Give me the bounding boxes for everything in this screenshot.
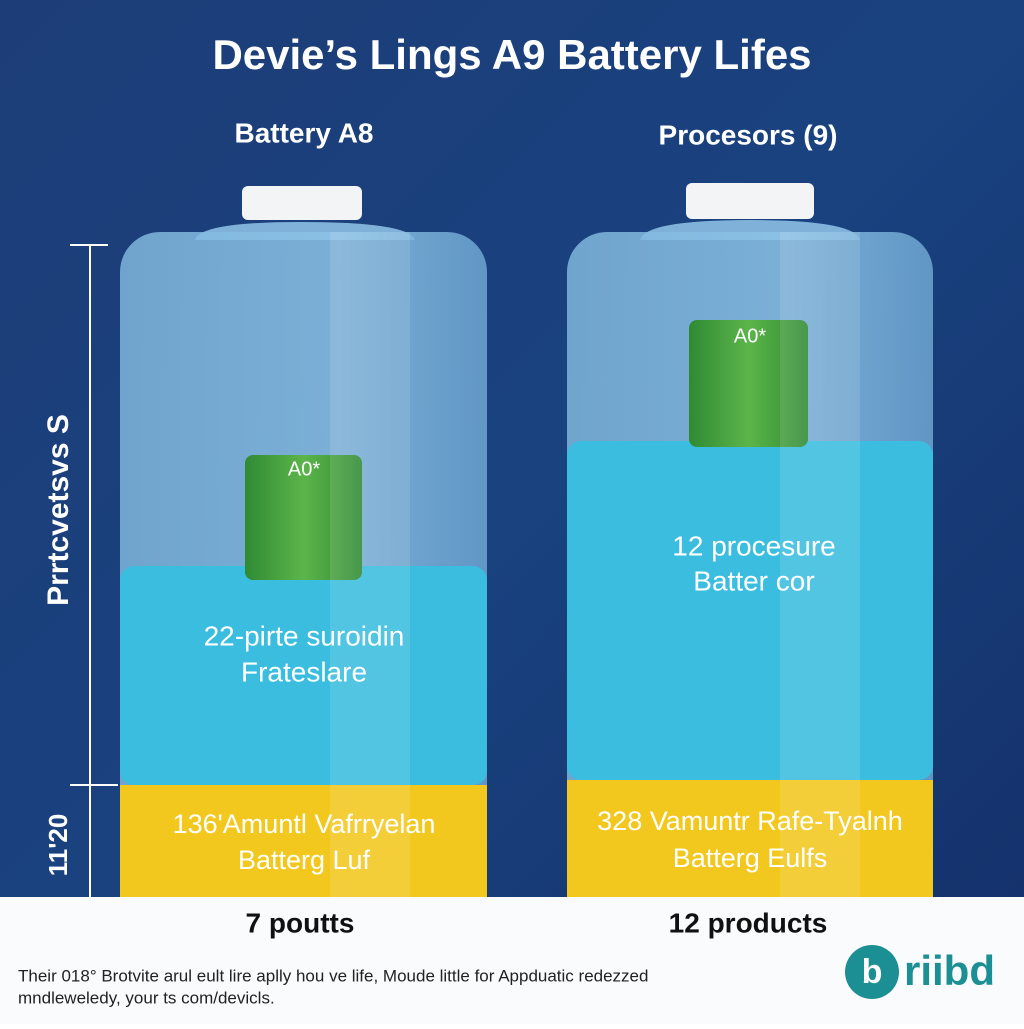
cell-label: A0*	[734, 325, 766, 347]
column-footer: 7 poutts	[246, 907, 355, 938]
footnote: mndleweledy, your ts com/devicls.	[18, 988, 275, 1007]
logo-text: riibd	[904, 947, 995, 994]
middle-text: 22-pirte suroidin	[204, 620, 405, 651]
footnote: Their 018° Brotvite arul eult lire aplly…	[18, 966, 648, 985]
column-footer: 12 products	[669, 907, 828, 938]
middle-text: Batter cor	[693, 565, 814, 596]
middle-text: Frateslare	[241, 656, 367, 687]
logo-icon-text: b	[862, 953, 883, 991]
bottle-right	[567, 183, 933, 897]
title: Devie’s Lings A9 Battery Lifes	[212, 31, 811, 78]
axis-bottom-label: 11'20	[43, 814, 73, 877]
bottom-text: 328 Vamuntr Rafe-Tyalnh	[597, 806, 903, 836]
cell-label: A0*	[288, 458, 320, 480]
middle-text: 12 procesure	[672, 530, 835, 561]
bottom-text: Batterg Luf	[238, 845, 371, 875]
logo-icon	[845, 945, 899, 999]
column-header: Battery A8	[234, 117, 373, 148]
bottom-text: Batterg Eulfs	[673, 843, 828, 873]
axis-label: Prrtcvetsvs S	[42, 414, 75, 606]
bottom-text: 136'Amuntl Vafrryelan	[173, 809, 436, 839]
bottle-left	[120, 186, 487, 897]
column-header: Procesors (9)	[659, 119, 838, 150]
